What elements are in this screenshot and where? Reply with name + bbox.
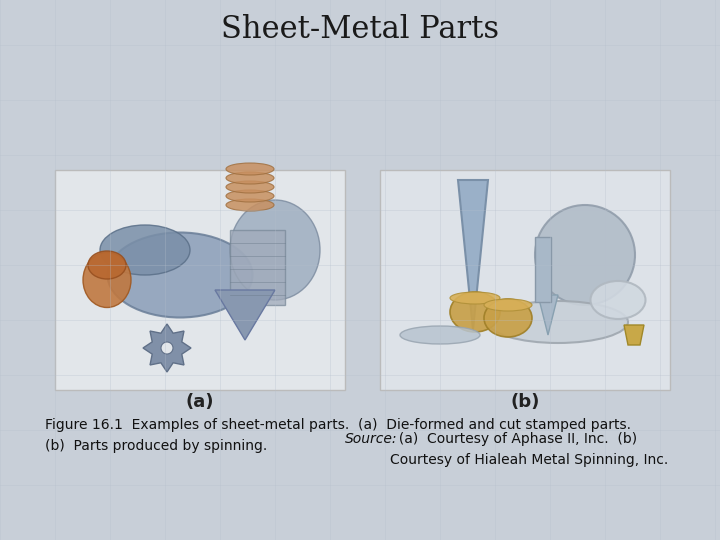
Text: (b): (b): [510, 393, 540, 411]
Text: Sheet-Metal Parts: Sheet-Metal Parts: [221, 15, 499, 45]
Polygon shape: [458, 180, 488, 330]
Ellipse shape: [83, 253, 131, 307]
Ellipse shape: [88, 251, 126, 279]
Ellipse shape: [484, 299, 532, 337]
Polygon shape: [624, 325, 644, 345]
Ellipse shape: [100, 225, 190, 275]
Ellipse shape: [230, 200, 320, 300]
Ellipse shape: [400, 326, 480, 344]
Ellipse shape: [590, 281, 646, 319]
Ellipse shape: [226, 172, 274, 184]
Text: (a)  Courtesy of Aphase II, Inc.  (b)
Courtesy of Hialeah Metal Spinning, Inc.: (a) Courtesy of Aphase II, Inc. (b) Cour…: [390, 432, 668, 467]
Circle shape: [161, 342, 173, 354]
Text: (a): (a): [186, 393, 215, 411]
Bar: [535, 237, 551, 302]
Ellipse shape: [484, 299, 532, 311]
Polygon shape: [143, 324, 191, 372]
Ellipse shape: [226, 190, 274, 202]
Ellipse shape: [226, 181, 274, 193]
Ellipse shape: [535, 205, 635, 305]
Polygon shape: [538, 295, 558, 335]
Text: Source:: Source:: [345, 432, 397, 446]
Text: Figure 16.1  Examples of sheet-metal parts.  (a)  Die-formed and cut stamped par: Figure 16.1 Examples of sheet-metal part…: [45, 418, 631, 453]
Ellipse shape: [107, 233, 253, 318]
Bar: [55, 170, 345, 390]
Ellipse shape: [450, 292, 500, 332]
Polygon shape: [215, 290, 275, 340]
Bar: [380, 170, 670, 390]
Ellipse shape: [226, 199, 274, 211]
Ellipse shape: [450, 292, 500, 304]
Ellipse shape: [226, 163, 274, 175]
Bar: [230, 230, 285, 305]
Ellipse shape: [488, 301, 628, 343]
